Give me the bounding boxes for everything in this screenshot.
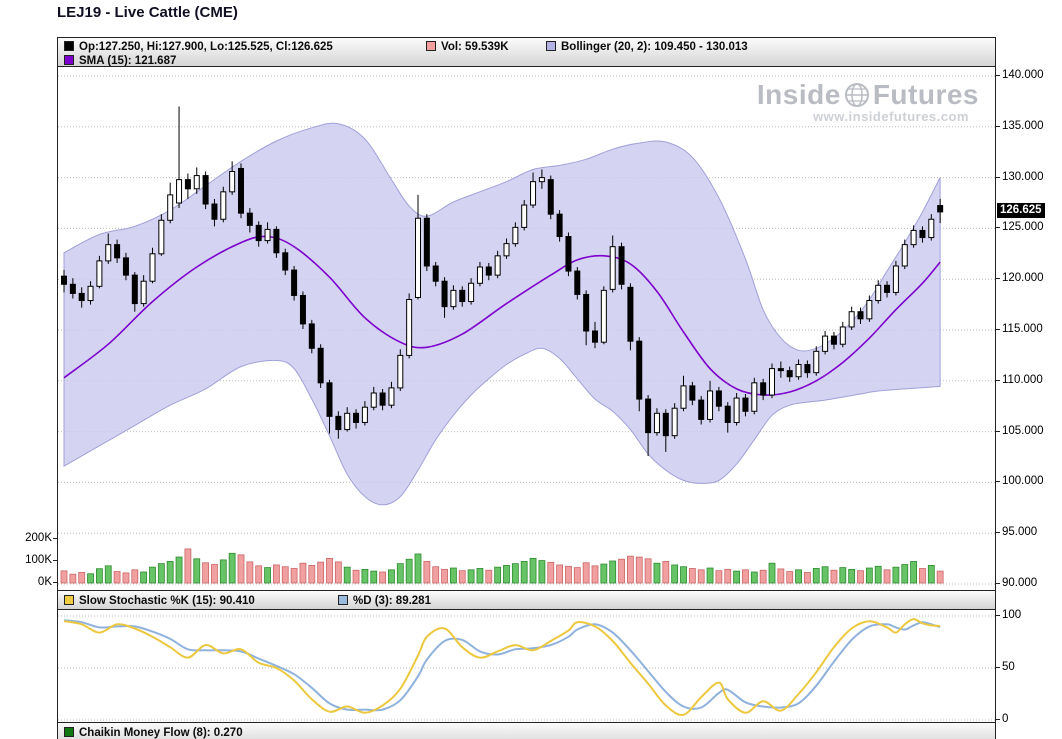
chart-title: LEJ19 - Live Cattle (CME) [57, 4, 238, 21]
cmf-swatch-icon [64, 727, 74, 737]
axis-tick [996, 430, 1000, 432]
ohlc-swatch-icon [64, 41, 74, 51]
price-tick-label: 120.000 [1002, 272, 1044, 285]
stochastic-chart [58, 615, 995, 721]
volume-tick-label: 0K [37, 576, 52, 588]
price-tick-label: 115.000 [1002, 323, 1043, 335]
legend-stoch-d-label: %D (3): 89.281 [353, 595, 431, 607]
axis-tick [996, 615, 1000, 616]
legend-sma: SMA (15): 121.687 [64, 54, 176, 68]
stochastic-panel [57, 609, 996, 723]
price-tick-label: 130.000 [1002, 170, 1044, 183]
axis-tick [996, 481, 1000, 483]
axis-tick [996, 125, 1000, 127]
stochastic-legend-bar: Slow Stochastic %K (15): 90.410 %D (3): … [57, 590, 996, 610]
legend-volume-label: Vol: 59.539K [441, 41, 509, 53]
axis-tick [996, 329, 1000, 330]
axis-tick [996, 667, 1000, 668]
last-price-label: 126.625 [997, 202, 1045, 218]
legend-sma-label: SMA (15): 121.687 [79, 55, 177, 67]
price-tick-label: 125.000 [1002, 221, 1044, 234]
axis-tick [996, 176, 1000, 178]
stoch-d-swatch-icon [338, 595, 348, 605]
sma-swatch-icon [64, 55, 74, 65]
legend-ohlc: Op:127.250, Hi:127.900, Lo:125.525, Cl:1… [64, 40, 333, 54]
price-tick-label: 90.000 [1002, 577, 1038, 589]
axis-tick [996, 379, 1000, 381]
price-panel: Inside Futures www.insidefutures.com [57, 66, 996, 591]
price-tick-label: 135.000 [1002, 119, 1044, 132]
volume-swatch-icon [426, 41, 436, 51]
axis-tick [996, 583, 1000, 584]
legend-bollinger-label: Bollinger (20, 2): 109.450 - 130.013 [561, 41, 748, 53]
cmf-legend-bar: Chaikin Money Flow (8): 0.270 [57, 722, 996, 739]
price-tick-label: 140.000 [1002, 69, 1044, 81]
legend-bollinger: Bollinger (20, 2): 109.450 - 130.013 [546, 40, 748, 54]
legend-cmf-label: Chaikin Money Flow (8): 0.270 [79, 727, 243, 739]
legend-stoch-k-label: Slow Stochastic %K (15): 90.410 [79, 595, 255, 607]
price-chart [58, 75, 995, 585]
stoch-tick-label: 100 [1002, 609, 1022, 621]
legend-stoch-d: %D (3): 89.281 [338, 594, 431, 608]
volume-tick-label: 200K [25, 532, 52, 544]
legend-cmf: Chaikin Money Flow (8): 0.270 [64, 726, 243, 739]
price-tick-label: 100.000 [1002, 475, 1044, 488]
bollinger-swatch-icon [546, 41, 556, 51]
price-tick-label: 110.000 [1002, 373, 1043, 386]
legend-ohlc-label: Op:127.250, Hi:127.900, Lo:125.525, Cl:1… [79, 41, 333, 53]
price-tick-label: 95.000 [1002, 526, 1038, 539]
axis-tick [996, 227, 1000, 229]
legend-stoch-k: Slow Stochastic %K (15): 90.410 [64, 594, 255, 608]
axis-tick [996, 532, 1000, 534]
axis-tick [996, 278, 1000, 280]
main-legend-bar: Op:127.250, Hi:127.900, Lo:125.525, Cl:1… [57, 37, 996, 68]
volume-tick-label: 100K [25, 554, 52, 566]
stoch-k-swatch-icon [64, 595, 74, 605]
price-tick-label: 105.000 [1002, 424, 1044, 437]
stoch-tick-label: 0 [1002, 713, 1009, 725]
axis-tick [996, 719, 1000, 720]
legend-volume: Vol: 59.539K [426, 40, 509, 54]
stoch-tick-label: 50 [1002, 661, 1015, 673]
axis-tick [996, 75, 1000, 76]
